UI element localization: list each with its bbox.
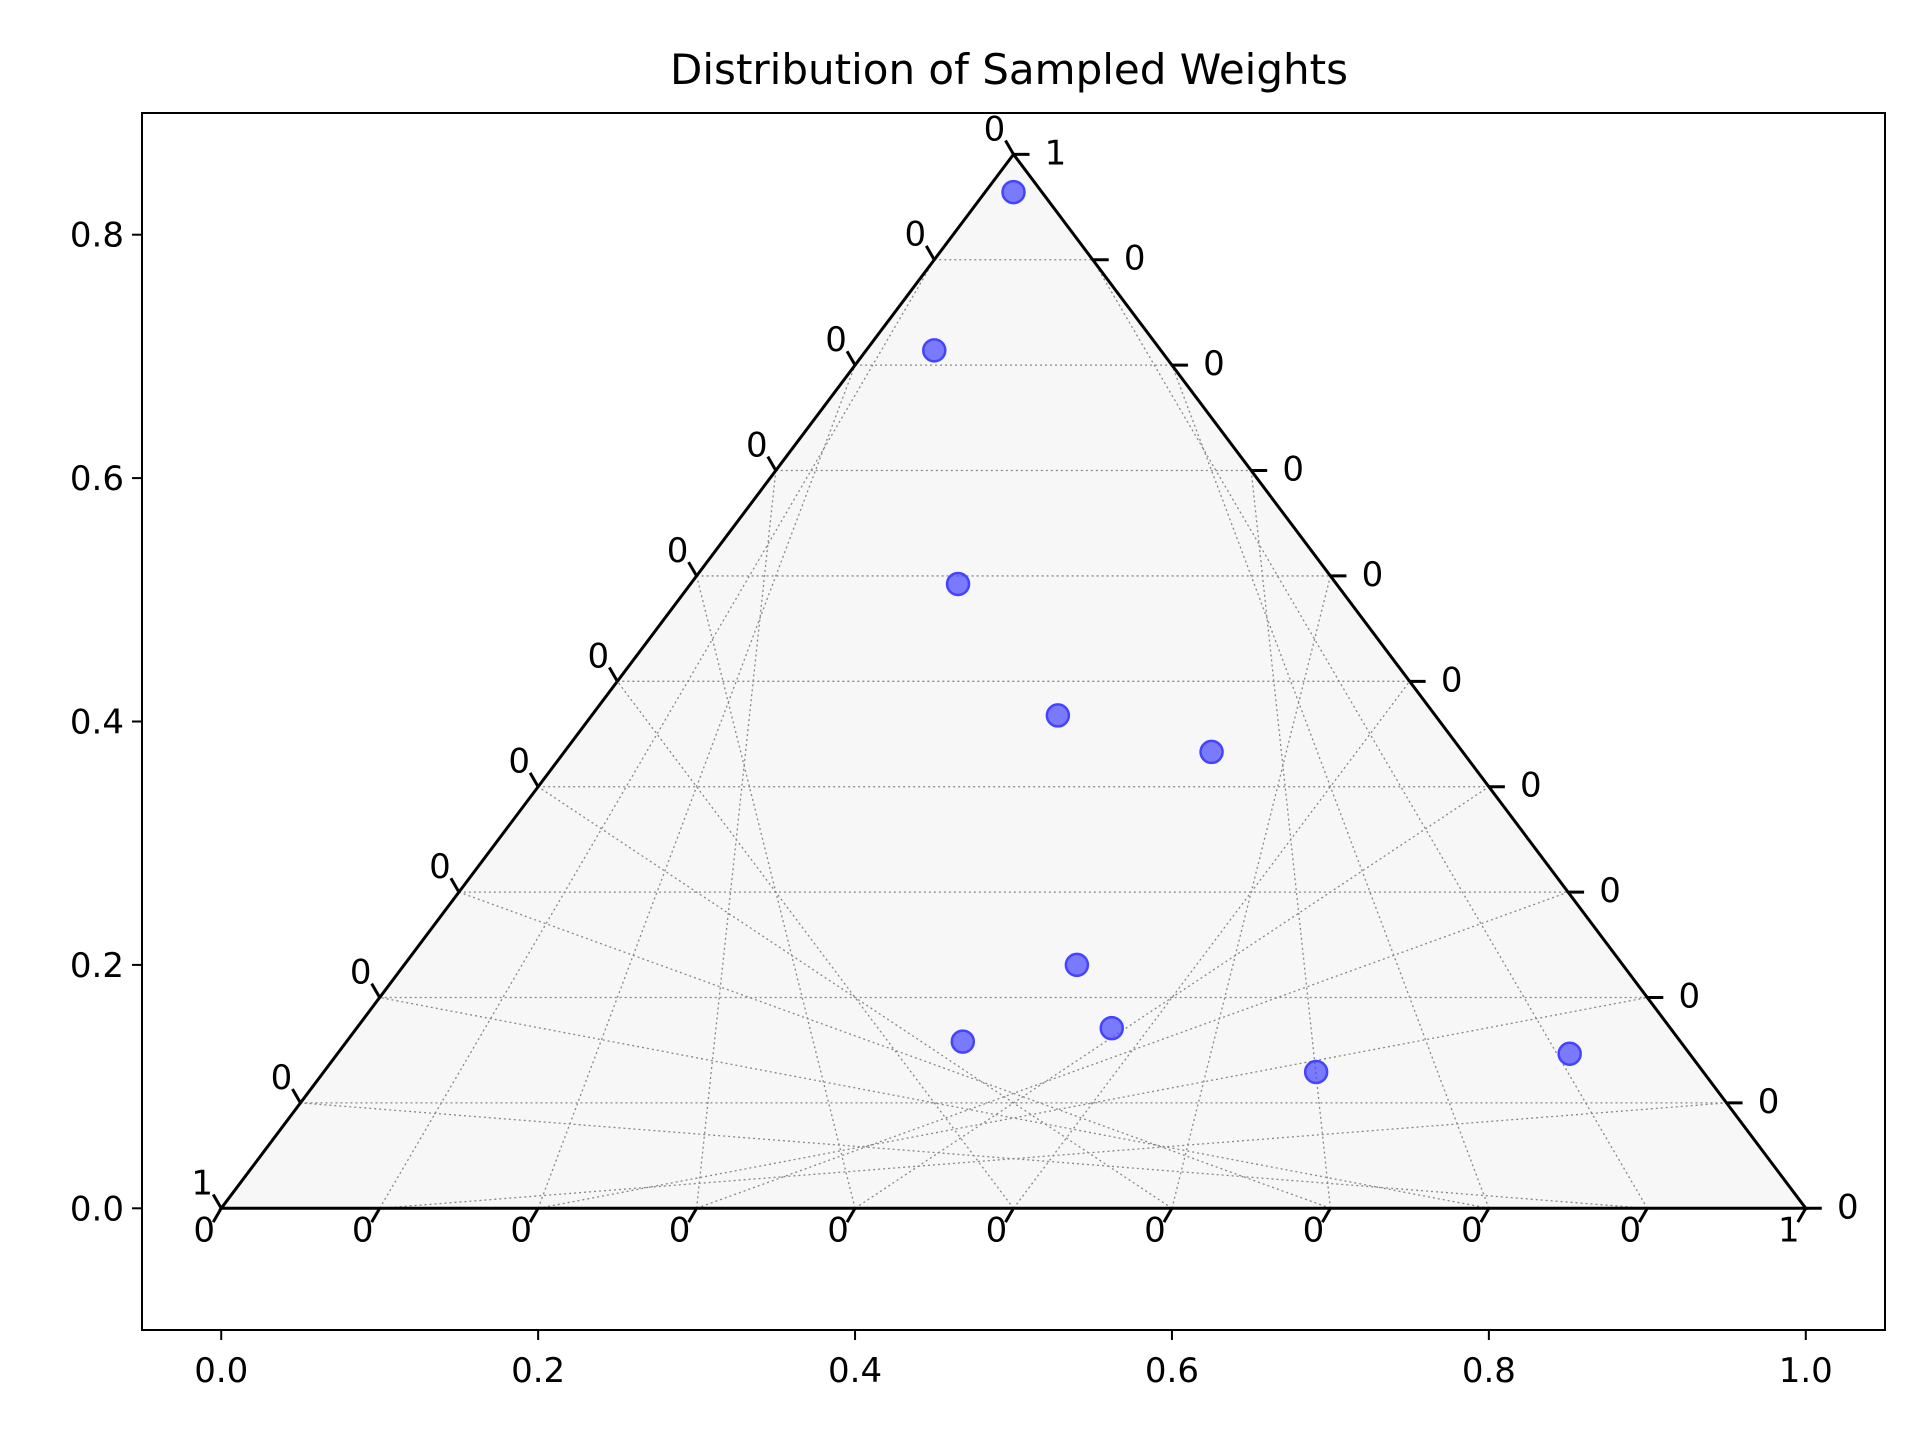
- grid-line-left-diagonal: [379, 996, 1489, 1209]
- grid-line-left-diagonal: [379, 259, 935, 1209]
- grid-line-left-diagonal: [300, 1102, 1648, 1209]
- x-axis: 0.0 0.2 0.4 0.6 0.8 1.0: [194, 1330, 1833, 1391]
- x-tick-label: 0.4: [828, 1351, 882, 1391]
- y-tick-label: 0.8: [70, 216, 124, 256]
- ternary-right-tick-label: 0: [1362, 555, 1384, 595]
- ternary-left-tick-label: 0: [904, 215, 926, 255]
- y-tick-label: 0.6: [70, 459, 124, 499]
- ternary-left-tick: [687, 561, 698, 577]
- grid-line-left-diagonal: [537, 786, 1173, 1209]
- ternary-left-tick-label: 0: [429, 847, 451, 887]
- x-tick-label: 0.0: [194, 1351, 248, 1391]
- grid-line-right-diagonal: [538, 996, 1648, 1209]
- ternary-left-tick-label: 0: [984, 109, 1006, 149]
- scatter-points: [922, 179, 1582, 1085]
- data-point: [1064, 952, 1090, 978]
- ternary-bottom-tick: [1479, 1207, 1491, 1223]
- ternary-bottom-tick: [1004, 1207, 1015, 1223]
- ternary-bottom-tick: [1796, 1207, 1808, 1223]
- ternary-left-tick: [370, 982, 381, 999]
- data-point: [1199, 739, 1224, 765]
- ternary-grid: [300, 259, 1727, 1209]
- data-point: [945, 571, 971, 597]
- ternary-bottom-tick: [1162, 1207, 1174, 1223]
- ternary-bottom-tick-label: 0: [1303, 1210, 1325, 1250]
- ternary-left-tick: [291, 1088, 302, 1104]
- ternary-right-tick-label: 1: [1045, 133, 1067, 173]
- ternary-right-tick-label: 0: [1678, 977, 1700, 1017]
- ternary-right-tick-label: 0: [1520, 766, 1542, 806]
- ternary-right-tick-label: 0: [1599, 871, 1621, 911]
- ternary-right-tick-label: 0: [1758, 1082, 1780, 1122]
- ternary-right-tick-label: 0: [1282, 450, 1304, 490]
- data-point: [950, 1029, 976, 1054]
- ternary-bottom-tick: [528, 1207, 540, 1223]
- ternary-bottom-tick-label: 1: [1778, 1210, 1800, 1250]
- ternary-left-tick-label: 0: [746, 426, 768, 466]
- data-point: [1303, 1059, 1329, 1085]
- ternary-left-tick-label: 0: [588, 636, 610, 676]
- ternary-left-tick: [845, 350, 857, 366]
- ternary-right-tick-label: 0: [1124, 239, 1146, 279]
- x-tick-label: 0.8: [1462, 1351, 1516, 1391]
- ternary-left-tick-label: 0: [271, 1058, 293, 1098]
- data-point: [922, 338, 947, 363]
- ternary-right-tick-label: 0: [1203, 344, 1225, 384]
- ternary-left-tick: [766, 455, 778, 472]
- ternary-left-tick: [211, 1193, 223, 1210]
- x-tick-label: 0.2: [511, 1351, 565, 1391]
- ternary-left-tick-label: 0: [350, 953, 372, 993]
- grid-line-right-diagonal: [1171, 364, 1490, 1209]
- y-tick-label: 0.0: [70, 1189, 124, 1229]
- grid-line-left-diagonal: [537, 364, 856, 1209]
- ternary-bottom-tick: [211, 1207, 223, 1223]
- ternary-left-tick-label: 1: [191, 1163, 213, 1203]
- ternary-left-tick: [528, 772, 540, 788]
- ternary-left-tick-label: 0: [825, 320, 847, 360]
- ternary-bottom-tick: [1638, 1207, 1649, 1223]
- grid-line-right-diagonal: [854, 786, 1490, 1209]
- ternary-left-tick-label: 0: [508, 742, 530, 782]
- data-point: [1557, 1041, 1582, 1066]
- y-tick-label: 0.4: [70, 703, 124, 743]
- grid-line-right-diagonal: [1092, 259, 1648, 1209]
- ternary-bottom-tick: [845, 1207, 857, 1223]
- ternary-bottom-tick-label: 0: [1144, 1210, 1166, 1250]
- ternary-bottom-tick-label: 0: [193, 1210, 215, 1250]
- ternary-bottom-tick-label: 0: [827, 1210, 849, 1250]
- chart-title: Distribution of Sampled Weights: [670, 45, 1348, 94]
- ternary-right-tick-label: 0: [1441, 660, 1463, 700]
- ternary-bottom-tick-label: 0: [669, 1210, 691, 1250]
- ternary-left-tick: [449, 877, 461, 893]
- data-point: [1099, 1015, 1124, 1041]
- ternary-bottom-tick: [687, 1207, 698, 1223]
- ternary-bottom-tick-label: 0: [510, 1210, 532, 1250]
- data-point: [1045, 703, 1071, 728]
- ternary-right-tick-label: 0: [1837, 1187, 1859, 1227]
- ternary-bottom-tick: [1321, 1207, 1332, 1223]
- ternary-bottom-tick-label: 0: [352, 1210, 374, 1250]
- ternary-left-tick: [608, 666, 619, 683]
- ternary-bottom-tick-label: 0: [986, 1210, 1008, 1250]
- ternary-left-tick-label: 0: [667, 531, 689, 571]
- ternary-bottom-tick-label: 0: [1619, 1210, 1641, 1250]
- ternary-left-tick: [1004, 139, 1015, 156]
- ternary-bottom-tick: [370, 1207, 381, 1223]
- ternary-bottom-tick-label: 0: [1461, 1210, 1483, 1250]
- ternary-left-tick: [924, 245, 936, 261]
- grid-line-right-diagonal: [1250, 470, 1332, 1209]
- y-axis: 0.0 0.2 0.4 0.6 0.8: [70, 216, 142, 1229]
- y-tick-label: 0.2: [70, 946, 124, 986]
- data-point: [1001, 179, 1026, 205]
- grid-line-right-diagonal: [1171, 575, 1332, 1209]
- x-tick-label: 1.0: [1779, 1351, 1833, 1391]
- x-tick-label: 0.6: [1145, 1351, 1199, 1391]
